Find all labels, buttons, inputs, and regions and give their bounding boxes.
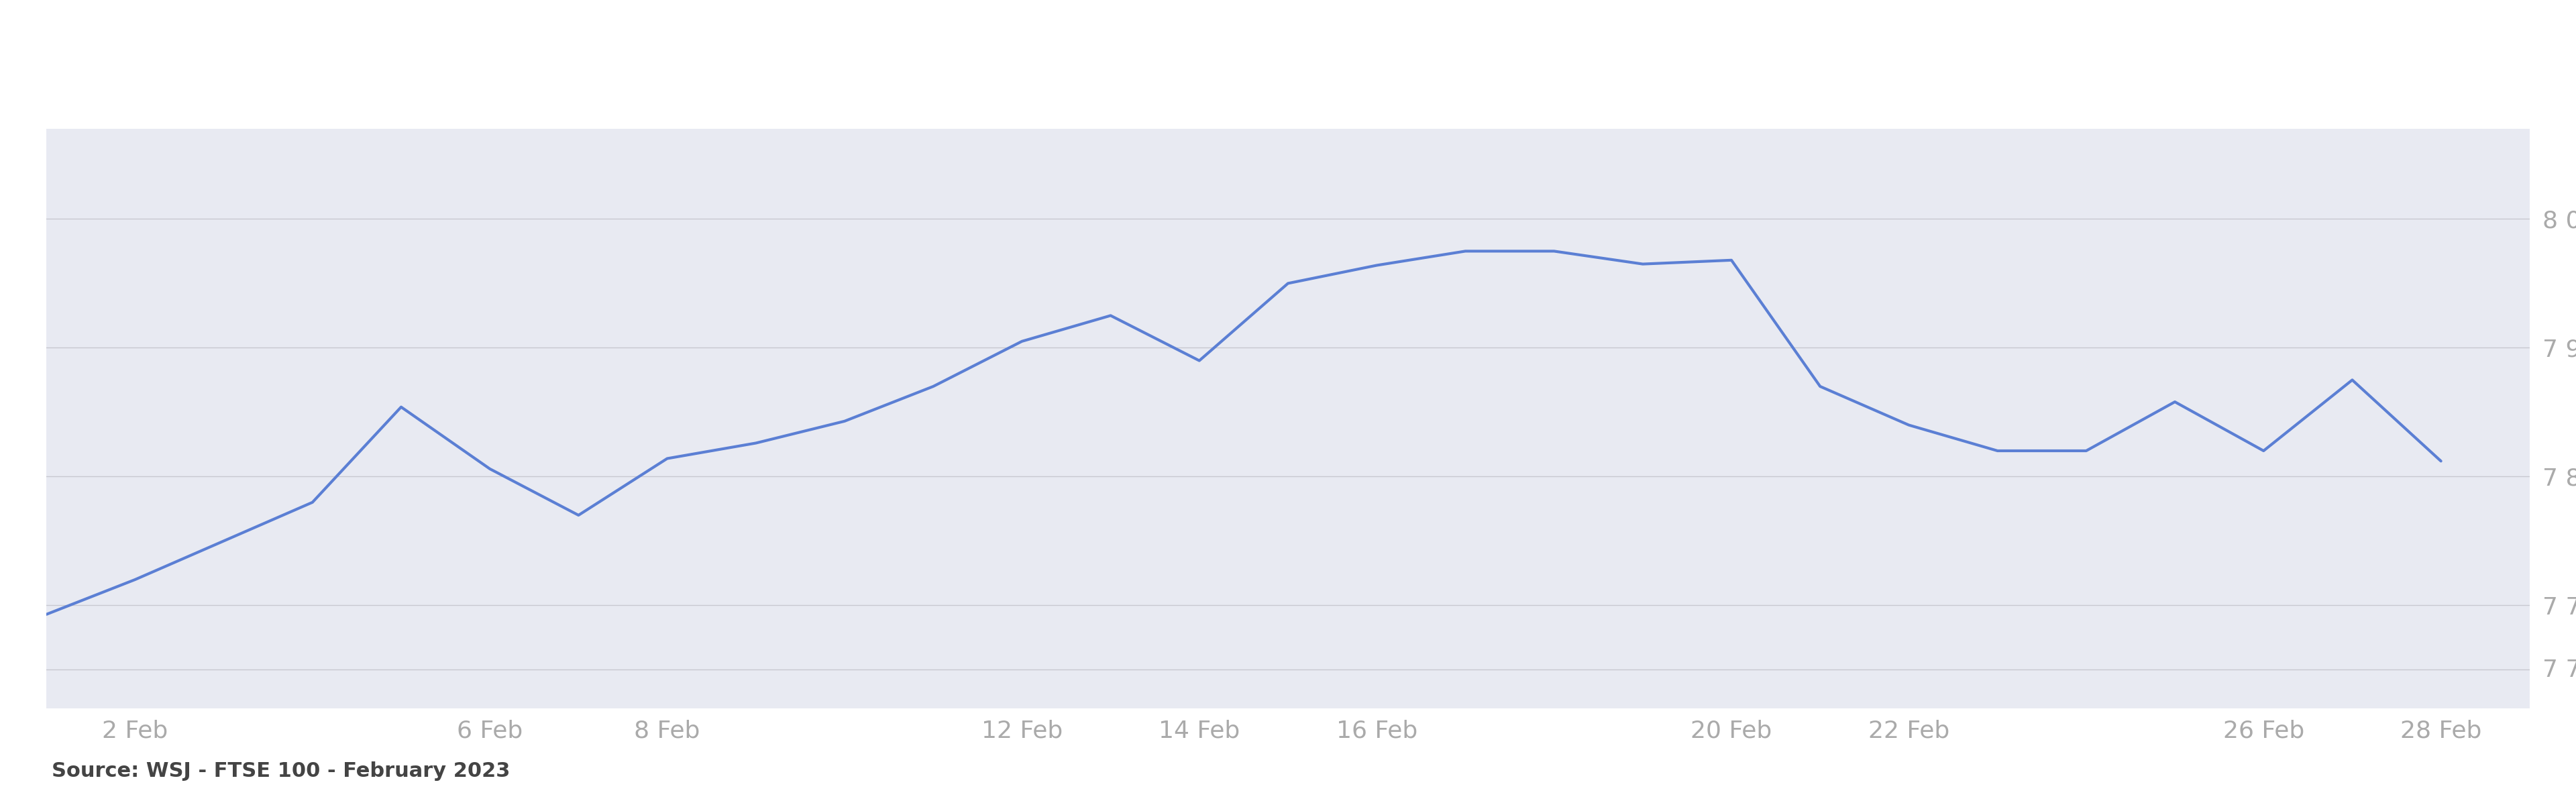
Text: UK: FTSE 100 Index: UK: FTSE 100 Index [46, 44, 621, 95]
Text: Source: WSJ - FTSE 100 - February 2023: Source: WSJ - FTSE 100 - February 2023 [52, 762, 510, 781]
Text: 7 700: 7 700 [2543, 658, 2576, 681]
